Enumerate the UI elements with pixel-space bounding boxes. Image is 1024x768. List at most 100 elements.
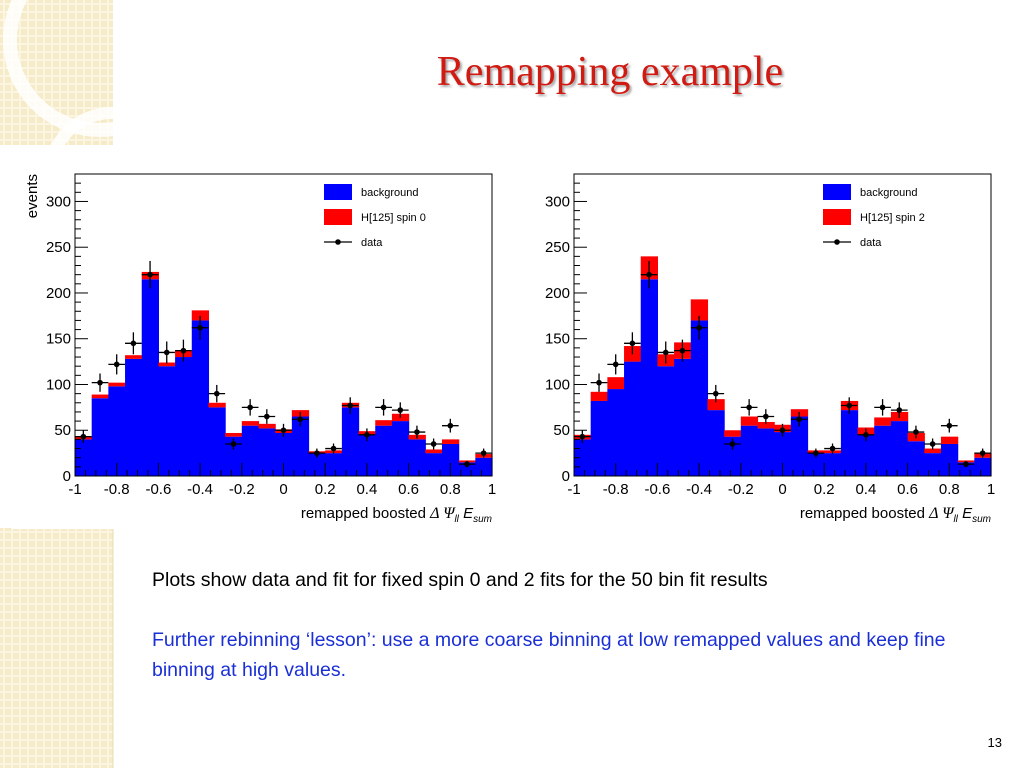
decoration-left-strip xyxy=(0,528,113,768)
data-point xyxy=(607,354,625,375)
data-point-marker xyxy=(280,427,287,434)
data-point-marker xyxy=(579,433,586,440)
data-point-marker xyxy=(480,450,487,456)
data-point xyxy=(940,418,958,433)
data-point-marker xyxy=(879,404,886,411)
caption-rebinning-lesson: Further rebinning ‘lesson’: use a more c… xyxy=(152,629,946,681)
data-point xyxy=(640,260,658,289)
legend-swatch xyxy=(823,184,851,200)
data-point xyxy=(790,411,808,427)
bar-background xyxy=(441,443,460,476)
data-point-marker xyxy=(929,441,936,447)
bar-background xyxy=(258,428,276,476)
plots-panel: 0 50 100 150 200 250 300 -1 -0.8 -0.6 -0.4 -0.2 0 0.2… xyxy=(12,145,1012,529)
data-point xyxy=(924,438,941,450)
bar-signal xyxy=(91,394,109,399)
data-point xyxy=(624,332,641,355)
data-point xyxy=(141,260,159,289)
bar-background xyxy=(141,279,159,476)
bar-signal xyxy=(191,310,210,321)
y-tick-label: 200 xyxy=(46,285,71,302)
data-point xyxy=(458,460,476,468)
data-point-marker xyxy=(779,427,786,434)
x-tick-label: -1 xyxy=(68,481,81,498)
y-tick-label: 100 xyxy=(545,376,570,393)
decoration-ring-large xyxy=(3,0,197,137)
bar-signal xyxy=(158,362,176,367)
x-tick-label: 0.6 xyxy=(398,481,419,498)
data-point xyxy=(425,438,442,450)
bar-background xyxy=(408,439,426,476)
legend-label: background xyxy=(860,187,918,199)
x-tick-label: 0.8 xyxy=(440,481,461,498)
bar-background xyxy=(907,441,925,476)
bar-background xyxy=(475,457,493,476)
data-point-marker xyxy=(464,461,470,467)
data-point xyxy=(890,402,908,418)
data-point xyxy=(724,438,741,450)
data-point-marker xyxy=(430,441,437,447)
data-point-marker xyxy=(963,461,969,467)
x-tick-label: -1 xyxy=(567,481,580,498)
data-point-marker xyxy=(712,390,719,397)
data-point-marker xyxy=(314,450,320,456)
data-point-marker xyxy=(662,349,669,356)
data-point-marker xyxy=(896,407,903,413)
bar-background xyxy=(275,432,293,476)
bar-background xyxy=(940,443,959,476)
x-tick-label: 0.4 xyxy=(356,481,377,498)
bar-signal xyxy=(108,382,126,387)
y-tick-label: 300 xyxy=(545,193,570,210)
legend-swatch xyxy=(324,184,352,200)
bar-background xyxy=(740,425,759,476)
y-tick-label: 150 xyxy=(545,331,570,348)
data-point xyxy=(291,411,309,427)
caption-fit-description: Plots show data and fit for fixed spin 0… xyxy=(152,569,768,591)
data-point-marker xyxy=(447,422,454,429)
bar-background xyxy=(590,400,608,476)
data-point-marker xyxy=(347,402,354,409)
x-tick-label: 0 xyxy=(778,481,786,498)
data-point xyxy=(158,341,176,364)
data-point xyxy=(574,430,591,444)
data-point xyxy=(341,397,359,414)
data-point xyxy=(108,354,126,375)
data-point-marker xyxy=(696,324,702,331)
data-point-marker xyxy=(596,379,602,386)
y-tick-label: 50 xyxy=(553,422,570,439)
bar-background xyxy=(308,453,326,476)
bar-signal xyxy=(607,377,625,390)
legend-label: H[125] spin 0 xyxy=(361,212,426,224)
data-point xyxy=(225,438,242,450)
bar-signal xyxy=(724,430,742,437)
legend-swatch xyxy=(324,209,352,225)
bar-signal xyxy=(590,391,608,401)
data-point xyxy=(208,384,226,403)
bar-signal xyxy=(707,399,725,411)
data-point xyxy=(258,409,276,424)
bar-background xyxy=(225,436,243,476)
data-point xyxy=(957,460,975,468)
x-tick-label: -0.4 xyxy=(187,481,213,498)
x-tick-label: -0.4 xyxy=(686,481,712,498)
x-axis-label: remapped boosted Δ Ψll Esum xyxy=(800,505,991,525)
bar-background xyxy=(757,428,775,476)
data-point xyxy=(657,341,675,364)
x-tick-label: -0.2 xyxy=(229,481,255,498)
chart-spin-2: 0 50 100 150 200 250 300 -1 -0.8 -0.6 -0.4 -0.2 0 0.2… xyxy=(545,173,995,525)
x-axis-label: remapped boosted Δ Ψll Esum xyxy=(301,505,492,525)
data-point xyxy=(308,448,326,458)
legend-label: H[125] spin 2 xyxy=(860,212,925,224)
bar-background xyxy=(974,457,992,476)
data-point xyxy=(125,332,142,355)
chart-spin-0: 0 50 100 150 200 250 300 -1 -0.8 -0.6 -0.4 -0.2 0 0.2… xyxy=(24,173,496,525)
data-point-marker xyxy=(746,404,752,411)
data-point xyxy=(191,315,209,340)
data-point-marker xyxy=(829,445,836,452)
data-point xyxy=(674,339,691,362)
bar-background xyxy=(640,279,658,476)
data-point xyxy=(358,428,376,442)
x-tick-label: -0.2 xyxy=(728,481,754,498)
data-point xyxy=(590,373,608,392)
y-tick-label: 150 xyxy=(46,331,71,348)
